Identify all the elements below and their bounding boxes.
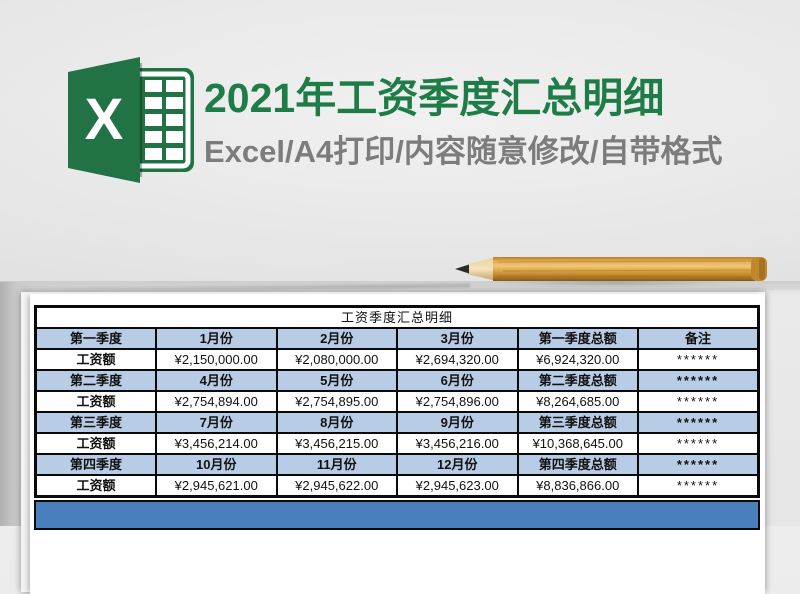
- table-cell: ******: [637, 432, 760, 455]
- table-row: 工资额 ¥2,754,894.00 ¥2,754,895.00 ¥2,754,896.…: [34, 390, 760, 413]
- table-cell: ¥3,456,216.00: [396, 432, 519, 455]
- table-row: 工资额 ¥3,456,214.00 ¥3,456,215.00 ¥3,456,216.…: [34, 432, 760, 455]
- paper-sheet: 工资季度汇总明细 第一季度 1月份 2月份 3月份 第一季度总额 备注 工资额 ¥2,150,…: [30, 294, 765, 594]
- table-cell: 3月份: [396, 327, 519, 350]
- table-row: 工资额 ¥2,945,621.00 ¥2,945,622.00 ¥2,945,623.…: [34, 474, 760, 498]
- table-cell: 4月份: [155, 369, 278, 392]
- table-cell: ******: [637, 411, 760, 434]
- table-cell: ¥2,694,320.00: [396, 348, 519, 371]
- table-cell: ¥2,150,000.00: [155, 348, 278, 371]
- table-cell: 2月份: [275, 327, 398, 350]
- hero-banner: X 2021年工资季度汇总明细 Excel/A4打印/内容随意修改/自带格式: [0, 0, 800, 290]
- table-cell: 工资额: [34, 390, 157, 413]
- table-row: 第四季度 10月份 11月份 12月份 第四季度总额 ******: [34, 453, 760, 476]
- hero-subtitle: Excel/A4打印/内容随意修改/自带格式: [204, 134, 723, 169]
- pencil-icon: [455, 257, 767, 281]
- logo-flap: X: [68, 57, 140, 183]
- pencil-shadow: [448, 278, 778, 287]
- table-cell: ******: [637, 369, 760, 392]
- table-cell: ¥10,368,645.00: [516, 432, 639, 455]
- table-cell: 8月份: [275, 411, 398, 434]
- table-cell: ¥6,924,320.00: [516, 348, 639, 371]
- table-cell: 工资额: [34, 474, 157, 498]
- table-cell: ¥3,456,215.00: [275, 432, 398, 455]
- table-cell: 工资额: [34, 432, 157, 455]
- table-cell: ******: [637, 348, 760, 371]
- table-cell: 1月份: [155, 327, 278, 350]
- table-cell: 12月份: [396, 453, 519, 476]
- table-cell: ******: [637, 390, 760, 413]
- table-cell: 第四季度总额: [516, 453, 639, 476]
- table-cell: 第三季度总额: [516, 411, 639, 434]
- table-cell: ¥3,456,214.00: [155, 432, 278, 455]
- summary-table: 工资季度汇总明细 第一季度 1月份 2月份 3月份 第一季度总额 备注 工资额 ¥2,150,…: [34, 305, 760, 498]
- table-row: 工资额 ¥2,150,000.00 ¥2,080,000.00 ¥2,694,320.…: [34, 348, 760, 371]
- table-cell: ¥2,945,621.00: [155, 474, 278, 498]
- table-cell: ¥8,264,685.00: [516, 390, 639, 413]
- table-cell: 第二季度: [34, 369, 157, 392]
- table-row: 第二季度 4月份 5月份 6月份 第二季度总额 ******: [34, 369, 760, 392]
- table-cell: ¥2,945,623.00: [396, 474, 519, 498]
- table-cell: 备注: [637, 327, 760, 350]
- table-row: 第一季度 1月份 2月份 3月份 第一季度总额 备注: [34, 327, 760, 350]
- table-title-row: 工资季度汇总明细: [34, 305, 760, 329]
- table-cell: 5月份: [275, 369, 398, 392]
- table-cell: ¥2,754,896.00: [396, 390, 519, 413]
- table-cell: ¥2,080,000.00: [275, 348, 398, 371]
- hero-title: 2021年工资季度汇总明细: [204, 75, 665, 121]
- table-cell: ¥8,836,866.00: [516, 474, 639, 498]
- logo-sheet-icon: [128, 68, 194, 172]
- table-title: 工资季度汇总明细: [34, 305, 760, 329]
- table-cell: 第一季度: [34, 327, 157, 350]
- paper-area-top-shadow: [0, 281, 800, 295]
- table-cell: 6月份: [396, 369, 519, 392]
- table-cell: ******: [637, 453, 760, 476]
- table-cell: 第三季度: [34, 411, 157, 434]
- table-cell: 工资额: [34, 348, 157, 371]
- table-cell: 7月份: [155, 411, 278, 434]
- table-cell: 10月份: [155, 453, 278, 476]
- table-cell: ¥2,754,894.00: [155, 390, 278, 413]
- table-cell: 第二季度总额: [516, 369, 639, 392]
- table-cell: 11月份: [275, 453, 398, 476]
- table-cell: 第四季度: [34, 453, 157, 476]
- table-cell: 第一季度总额: [516, 327, 639, 350]
- logo-x-letter: X: [85, 87, 124, 152]
- table-body: 第一季度 1月份 2月份 3月份 第一季度总额 备注 工资额 ¥2,150,000.00 ¥2,…: [34, 327, 760, 498]
- table-cell: ******: [637, 474, 760, 498]
- table-cell: ¥2,754,895.00: [275, 390, 398, 413]
- table-cell: ¥2,945,622.00: [275, 474, 398, 498]
- table-row: 第三季度 7月份 8月份 9月份 第三季度总额 ******: [34, 411, 760, 434]
- excel-logo-icon: X: [68, 57, 194, 183]
- table-cell: 9月份: [396, 411, 519, 434]
